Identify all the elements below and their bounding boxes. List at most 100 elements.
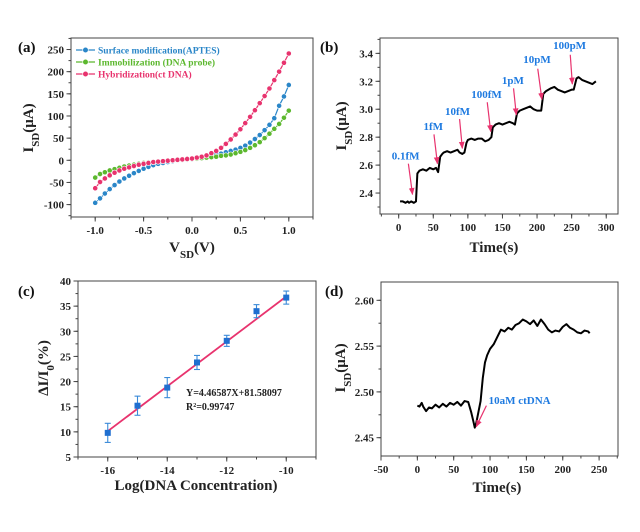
plot-frame <box>379 37 619 215</box>
y-axis-label: ISD(μA) <box>333 343 354 392</box>
data-point <box>164 157 171 164</box>
axis-label-subscript: SD <box>180 249 194 261</box>
data-point <box>261 127 268 134</box>
annotation-label: 100fM <box>471 89 502 101</box>
data-point <box>252 136 258 142</box>
axis-label-unit: (V) <box>194 240 215 256</box>
annotation-label: 1fM <box>423 121 443 133</box>
data-point <box>116 167 123 174</box>
y-tick-label: 3.4 <box>359 48 373 60</box>
annotation-arrow <box>475 405 487 428</box>
x-tick-label: 300 <box>598 222 615 234</box>
panel-c: (c)-16 -14 -12 -10510152025303540ΔI/I0(%)Lo… <box>18 276 317 494</box>
data-point <box>218 144 224 151</box>
data-point <box>121 165 128 172</box>
data-point <box>101 169 108 176</box>
panel-label: (d) <box>325 284 343 300</box>
data-point <box>134 395 141 416</box>
data-point <box>252 142 258 149</box>
data-point <box>126 164 132 171</box>
axis-label-unit: (%) <box>36 340 52 365</box>
data-point <box>131 170 137 177</box>
data-marker <box>164 384 171 391</box>
r-squared-symbol: R <box>186 402 194 413</box>
legend-marker <box>82 58 89 66</box>
y-tick-label: 30 <box>60 326 72 338</box>
data-point <box>213 153 220 160</box>
x-tick-label: 0.5 <box>234 225 248 237</box>
annotation-label: 100pM <box>553 40 587 52</box>
data-point <box>106 172 113 179</box>
data-point <box>222 152 229 159</box>
data-point <box>97 195 103 202</box>
data-point <box>227 151 234 158</box>
data-point <box>247 144 253 151</box>
data-point <box>266 130 273 137</box>
panel-b: (b) 0 50 100 150 200 250 300 2.4 2.6 2.8 3.0 3.2 3.4 I… <box>320 37 619 256</box>
data-point <box>271 77 278 83</box>
data-point <box>164 376 171 399</box>
data-point <box>97 171 103 177</box>
data-point <box>160 158 166 165</box>
data-point <box>97 179 103 185</box>
panel-label: (a) <box>18 40 36 56</box>
data-point <box>223 334 230 347</box>
data-point <box>184 156 191 162</box>
data-point <box>271 115 278 122</box>
y-axis-label: ΔI/I0(%) <box>36 340 57 396</box>
annotation-arrow <box>407 163 415 196</box>
data-marker <box>283 294 290 301</box>
x-tick-label: 250 <box>563 222 580 234</box>
data-point <box>92 174 99 181</box>
x-tick-label: 100 <box>460 222 477 234</box>
annotation-label: 10pM <box>523 54 551 66</box>
annotation-arrow <box>569 54 575 85</box>
data-point <box>261 93 268 99</box>
x-tick-label: 100 <box>482 464 499 476</box>
data-point <box>111 182 118 188</box>
data-point <box>232 131 239 138</box>
data-marker <box>194 359 200 366</box>
data-point <box>281 114 287 121</box>
y-tick-label: 2.6 <box>359 160 373 172</box>
x-tick-label: -0.5 <box>135 225 153 237</box>
axis-label-main: Time(s) <box>470 240 519 256</box>
legend-entry: Surface modification(APTES) <box>76 46 220 57</box>
x-tick-label: 150 <box>494 222 511 234</box>
data-point <box>285 50 292 57</box>
axis-label-main: I <box>333 387 349 393</box>
axis-label-main: Log(DNA Concentration) <box>115 478 278 494</box>
annotation-arrow <box>433 134 440 165</box>
axis-label-main: I <box>21 147 37 153</box>
y-tick-label: 20 <box>60 377 72 389</box>
current-trace <box>416 318 591 429</box>
data-point <box>237 148 244 155</box>
x-tick-label: 0 <box>396 222 402 234</box>
y-tick-label: -100 <box>44 200 65 212</box>
x-tick-label: 200 <box>529 222 546 234</box>
y-tick-label: 3.2 <box>359 76 373 88</box>
axis-label-unit: (μA) <box>333 343 349 372</box>
y-tick-label: 100 <box>48 111 65 123</box>
data-point <box>232 150 239 157</box>
plot-frame <box>380 281 619 457</box>
x-tick-label: 0 <box>415 464 421 476</box>
data-point <box>281 59 287 66</box>
data-point <box>131 163 137 169</box>
data-point <box>256 139 263 146</box>
y-tick-label: 2.45 <box>355 433 375 445</box>
y-tick-label: 2.8 <box>359 132 373 144</box>
data-marker <box>253 308 260 315</box>
panel-d: (d) -50 0 50 100 150 200 250 2.45 2.50 2.55 2.60 ISD… <box>325 281 619 496</box>
x-tick-label: -12 <box>219 465 234 477</box>
data-point <box>252 107 258 114</box>
data-point <box>135 161 142 168</box>
annotation-label: 10aM ctDNA <box>489 395 551 407</box>
current-trace <box>400 76 597 204</box>
data-point <box>145 160 152 166</box>
axis-label-subscript: SD <box>342 373 354 387</box>
data-point <box>256 132 263 138</box>
data-point <box>237 126 244 133</box>
data-point <box>218 152 224 159</box>
fit-equation: Y=4.46587X+81.58097 <box>186 388 282 399</box>
